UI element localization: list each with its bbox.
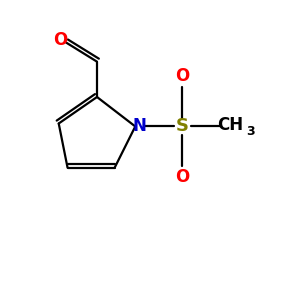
Text: S: S	[176, 117, 189, 135]
Text: O: O	[175, 168, 190, 186]
Text: CH: CH	[217, 116, 243, 134]
Text: N: N	[133, 117, 147, 135]
Text: O: O	[53, 31, 67, 49]
Text: O: O	[175, 68, 190, 85]
Text: 3: 3	[246, 125, 254, 138]
